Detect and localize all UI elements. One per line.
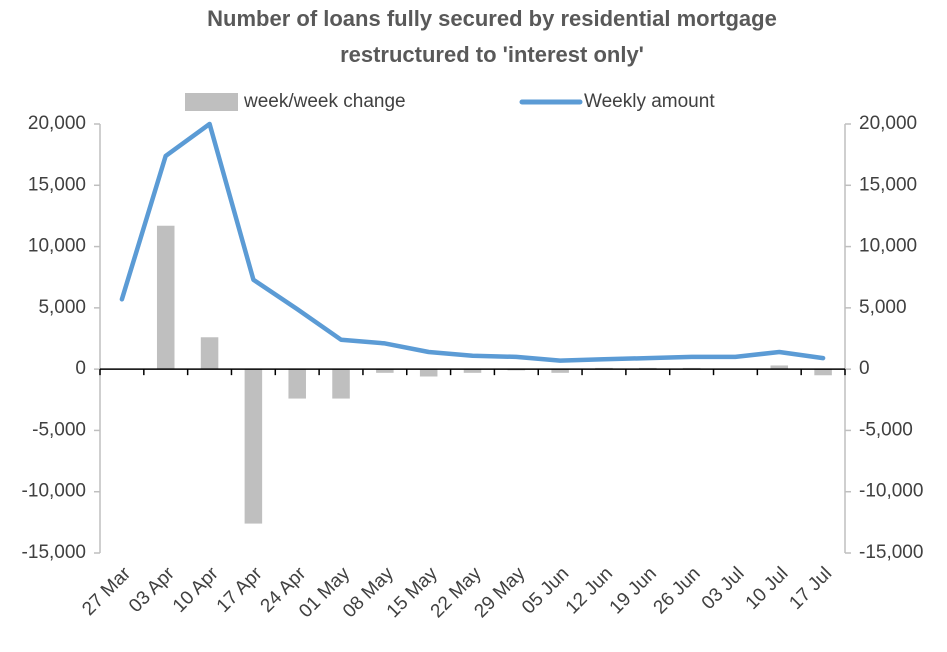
x-tick-label: 05 Jun <box>518 563 573 618</box>
bar <box>200 337 219 370</box>
line <box>119 121 826 363</box>
x-tick-label: 17 Jul <box>785 563 836 614</box>
bar <box>156 225 175 370</box>
bar <box>332 369 350 399</box>
chart-title: restructured to 'interest only' <box>340 42 644 67</box>
y2-tick-label: -15,000 <box>859 542 923 563</box>
bar <box>770 365 789 370</box>
bar <box>814 369 832 376</box>
bar <box>288 369 306 399</box>
y-tick-label: -15,000 <box>22 542 86 563</box>
y-tick-label: 15,000 <box>28 174 86 195</box>
x-tick-label: 10 Jul <box>742 563 793 614</box>
y2-tick-label: 20,000 <box>859 113 917 134</box>
y2-tick-label: -10,000 <box>859 481 923 502</box>
legend-swatch <box>185 93 238 111</box>
y2-tick-label: 0 <box>859 358 870 379</box>
bar <box>551 369 569 373</box>
x-tick-label: 03 Apr <box>125 563 179 617</box>
x-tick-label: 12 Jun <box>562 563 617 618</box>
y-tick-label: -10,000 <box>22 481 86 502</box>
x-tick-label: 19 Jun <box>606 563 661 618</box>
bar <box>463 369 482 373</box>
x-tick-label: 29 May <box>470 563 529 622</box>
x-tick-label: 03 Jul <box>698 563 749 614</box>
x-tick-label: 27 Mar <box>78 563 135 620</box>
bar <box>376 369 394 373</box>
legend-label: week/week change <box>243 91 406 112</box>
y2-tick-label: 15,000 <box>859 174 917 195</box>
legend-label: Weekly amount <box>584 91 715 112</box>
x-tick-label: 17 Apr <box>213 563 267 617</box>
y-tick-label: 20,000 <box>28 113 86 134</box>
y2-tick-label: 5,000 <box>859 297 907 318</box>
x-tick-label: 10 Apr <box>169 563 223 617</box>
y2-tick-label: -5,000 <box>859 419 913 440</box>
x-tick-label: 26 Jun <box>650 563 705 618</box>
chart-title: Number of loans fully secured by residen… <box>207 6 777 31</box>
bar <box>419 369 438 377</box>
y-tick-label: -5,000 <box>32 419 86 440</box>
y-tick-label: 5,000 <box>38 297 86 318</box>
y-tick-label: 10,000 <box>28 236 86 257</box>
y2-tick-label: 10,000 <box>859 236 917 257</box>
y-tick-label: 0 <box>75 358 86 379</box>
bar <box>244 369 263 524</box>
